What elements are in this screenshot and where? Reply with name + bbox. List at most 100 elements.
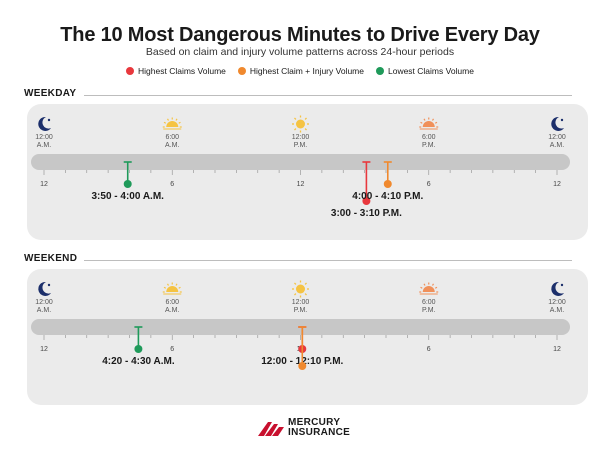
time-label-line1: 6:00 [165, 134, 179, 141]
time-label-line1: 12:00 [548, 299, 566, 306]
marker-label: 3:50 - 4:00 A.M. [92, 191, 165, 202]
marker-label: 4:20 - 4:30 A.M. [102, 356, 175, 367]
weekday-panel [27, 104, 588, 240]
time-label-line2: A.M. [165, 307, 179, 314]
tick-label: 6 [170, 346, 174, 353]
sun-ray [175, 283, 178, 286]
tick-label: 12 [553, 346, 561, 353]
moon-icon [38, 116, 51, 131]
legend-label: Highest Claims Volume [138, 66, 226, 76]
tick-label: 6 [427, 181, 431, 188]
logo-text-line2: INSURANCE [288, 427, 351, 438]
sun-ray [304, 282, 307, 285]
moon-shape [551, 116, 564, 131]
legend-label: Highest Claim + Injury Volume [249, 66, 364, 76]
star-shape [560, 118, 564, 122]
legend-item-lowest-claims: Lowest Claims Volume [375, 66, 474, 76]
marker-label: 3:00 - 3:10 P.M. [331, 208, 402, 219]
sun-ray [294, 117, 297, 120]
sun-ray [304, 128, 307, 131]
tick-label: 12 [297, 181, 305, 188]
time-label-line2: P.M. [294, 307, 308, 314]
sun-ray [420, 121, 423, 124]
section-label-weekday: WEEKDAY [24, 88, 77, 99]
half-sun [422, 121, 435, 127]
tick-label: 6 [427, 346, 431, 353]
sunset-icon [419, 282, 439, 295]
time-label-line1: 12:00 [292, 299, 310, 306]
sun-ray [304, 293, 307, 296]
sun-ray [178, 286, 181, 289]
tick-label: 12 [553, 181, 561, 188]
sun-ray [166, 283, 170, 286]
time-label-line1: 12:00 [35, 299, 53, 306]
half-sun [422, 286, 435, 292]
sun-ray [166, 118, 170, 121]
sun-ray [423, 283, 426, 286]
sun-ray [163, 286, 167, 289]
time-label-line2: P.M. [422, 142, 436, 149]
legend-label: Lowest Claims Volume [387, 66, 474, 76]
legend-item-claim-injury: Highest Claim + Injury Volume [237, 66, 364, 76]
time-label-line2: A.M. [37, 307, 51, 314]
star-shape [47, 118, 51, 122]
moon-shape [38, 116, 51, 131]
section-divider [84, 95, 572, 96]
sun-ray [178, 121, 181, 124]
sun-ray [434, 121, 438, 124]
legend-swatch-green [375, 67, 384, 75]
tick-label: 6 [170, 181, 174, 188]
chart-subtitle: Based on claim and injury volume pattern… [145, 46, 455, 58]
weekend-panel [27, 269, 588, 405]
sun-ray [294, 128, 297, 131]
time-label-line2: P.M. [422, 307, 436, 314]
moon-shape [38, 281, 51, 296]
sun-ray [423, 118, 426, 121]
sun-ray [294, 293, 297, 296]
sunset-icon [419, 117, 439, 130]
marker-label: 4:00 - 4:10 P.M. [352, 191, 423, 202]
time-label-line2: A.M. [550, 142, 564, 149]
moon-icon [551, 281, 564, 296]
marker-dot [362, 197, 371, 205]
time-label-line1: 6:00 [422, 299, 436, 306]
time-label-line1: 12:00 [292, 134, 310, 141]
sun-ray [294, 282, 297, 285]
half-sun [166, 286, 179, 292]
sun-icon [292, 280, 309, 298]
sun-icon [292, 115, 309, 133]
time-label-line2: P.M. [294, 142, 308, 149]
sun-ray [163, 121, 167, 124]
sun-core [296, 284, 305, 294]
sunrise-icon [162, 117, 182, 130]
sun-ray [420, 286, 423, 289]
tick-label: 12 [40, 181, 48, 188]
moon-icon [38, 281, 51, 296]
time-label-line1: 6:00 [165, 299, 179, 306]
mercury-wing-icon [258, 422, 284, 436]
tick-label: 12 [40, 346, 48, 353]
legend-item-highest-claims: Highest Claims Volume [126, 66, 226, 76]
marker-dot [298, 362, 307, 370]
moon-icon [551, 116, 564, 131]
marker-dot [383, 180, 392, 188]
star-shape [47, 283, 51, 287]
sun-core [296, 119, 305, 129]
legend-swatch-red [126, 67, 135, 75]
time-label-line2: A.M. [165, 142, 179, 149]
logo-text-line1: MERCURY [288, 417, 341, 428]
timeline-bar [31, 154, 570, 170]
sun-ray [431, 283, 435, 286]
section-divider [84, 260, 572, 261]
time-label-line1: 12:00 [35, 134, 53, 141]
mercury-logo: MERCURY INSURANCE [258, 418, 350, 438]
chart-title: The 10 Most Dangerous Minutes to Drive E… [60, 24, 540, 46]
sun-ray [434, 286, 438, 289]
half-sun [166, 121, 179, 127]
time-label-line1: 12:00 [548, 134, 566, 141]
marker-dot [123, 180, 132, 188]
time-label-line2: A.M. [550, 307, 564, 314]
time-label-line1: 6:00 [422, 134, 436, 141]
sun-ray [431, 118, 435, 121]
